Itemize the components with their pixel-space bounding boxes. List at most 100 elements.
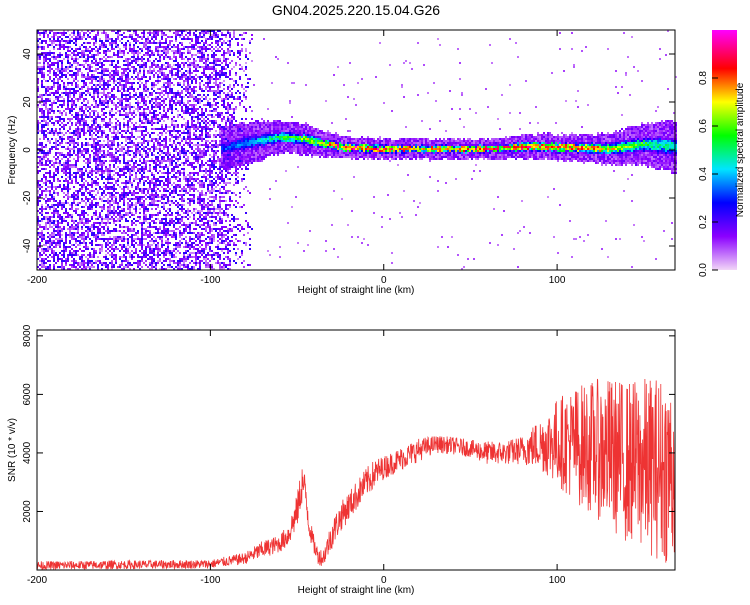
spectrogram-cell	[173, 78, 175, 80]
spectrogram-cell	[63, 170, 65, 172]
spectrogram-cell	[65, 42, 67, 44]
spectrogram-cell	[59, 76, 61, 78]
spectrogram-cell	[119, 266, 121, 268]
spectrogram-cell	[125, 58, 127, 60]
spectrogram-cell	[85, 222, 87, 224]
spectrogram-cell	[105, 186, 107, 188]
spectrogram-cell	[57, 90, 59, 92]
spectrogram-cell	[67, 192, 69, 194]
spectrogram-cell	[65, 36, 67, 38]
spectrogram-cell	[177, 246, 179, 248]
spectrogram-cell	[37, 30, 39, 32]
spectrogram-cell	[101, 188, 103, 190]
spectrogram-cell	[93, 74, 95, 76]
spectrogram-cell	[165, 178, 167, 180]
spectrogram-cell	[49, 88, 51, 90]
spectrogram-cell	[63, 34, 65, 36]
spectrogram-cell	[59, 70, 61, 72]
spectrogram-cell	[163, 114, 165, 116]
spectrogram-cell	[149, 72, 151, 74]
spectrogram-cell	[159, 68, 161, 70]
spectrogram-cell	[83, 266, 85, 268]
spectrogram-cell	[93, 56, 95, 58]
spectrogram-cell	[75, 38, 77, 40]
spectrogram-cell	[111, 56, 113, 58]
spectrogram-cell	[65, 262, 67, 264]
spectrogram-cell	[43, 100, 45, 102]
spectrogram-cell	[83, 212, 85, 214]
spectrogram-cell	[67, 166, 69, 168]
spectrogram-cell	[63, 252, 65, 254]
spectrogram-cell	[111, 70, 113, 72]
spectrogram-cell	[131, 158, 133, 160]
spectrogram-cell	[51, 116, 53, 118]
spectrogram-cell	[185, 124, 187, 126]
spectrogram-cell	[95, 162, 97, 164]
spectrogram-cell	[145, 128, 147, 130]
spectrogram-cell	[71, 66, 73, 68]
spectrogram-cell	[123, 50, 125, 52]
spectrogram-cell	[51, 118, 53, 120]
spectrogram-cell	[163, 232, 165, 234]
spectrogram-cell	[131, 222, 133, 224]
spectrogram-cell	[153, 258, 155, 260]
spectrogram-cell	[131, 182, 133, 184]
spectrogram-cell	[157, 246, 159, 248]
spectrogram-cell	[171, 250, 173, 252]
spectrogram-cell	[181, 98, 183, 100]
spectrogram-cell	[149, 258, 151, 260]
spectrogram-cell	[85, 76, 87, 78]
spectrogram-cell	[83, 34, 85, 36]
spectrogram-cell	[119, 90, 121, 92]
spectrogram-cell	[87, 188, 89, 190]
spectrogram-cell	[147, 210, 149, 212]
spectrogram-cell	[47, 62, 49, 64]
spectrogram-cell	[47, 198, 49, 200]
spectrogram-cell	[41, 194, 43, 196]
spectrogram-cell	[81, 242, 83, 244]
spectrogram-cell	[59, 138, 61, 140]
spectrogram-cell	[63, 40, 65, 42]
spectrogram-cell	[71, 100, 73, 102]
spectrogram-cell	[89, 268, 91, 270]
spectrogram-cell	[179, 114, 181, 116]
spectrogram-cell	[77, 48, 79, 50]
spectrogram-cell	[127, 88, 129, 90]
spectrogram-cell	[139, 124, 141, 126]
spectrogram-cell	[45, 248, 47, 250]
spectrogram-cell	[61, 54, 63, 56]
spectrogram-cell	[45, 134, 47, 136]
spectrogram-cell	[111, 126, 113, 128]
spectrogram-cell	[131, 142, 133, 144]
spectrogram-cell	[71, 140, 73, 142]
spectrogram-cell	[153, 204, 155, 206]
spectrogram-cell	[45, 212, 47, 214]
spectrogram-cell	[117, 236, 119, 238]
spectrogram-cell	[95, 76, 97, 78]
spectrogram-cell	[75, 84, 77, 86]
spectrogram-cell	[155, 180, 157, 182]
spectrogram-cell	[143, 44, 145, 46]
spectrogram-cell	[143, 90, 145, 92]
spectrogram-cell	[173, 96, 175, 98]
spectrogram-cell	[93, 158, 95, 160]
spectrogram-cell	[129, 30, 131, 32]
spectrogram-cell	[187, 244, 189, 246]
spectrogram-cell	[45, 164, 47, 166]
spectrogram-cell	[147, 222, 149, 224]
spectrogram-cell	[73, 192, 75, 194]
spectrogram-cell	[59, 128, 61, 130]
spectrogram-cell	[83, 156, 85, 158]
spectrogram-cell	[103, 186, 105, 188]
spectrogram-cell	[129, 142, 131, 144]
spectrogram-cell	[67, 158, 69, 160]
spectrogram-cell	[61, 38, 63, 40]
spectrogram-cell	[171, 256, 173, 258]
spectrogram-cell	[147, 48, 149, 50]
spectrogram-cell	[101, 160, 103, 162]
spectrogram-cell	[123, 64, 125, 66]
spectrogram-cell	[177, 212, 179, 214]
spectrogram-cell	[157, 122, 159, 124]
spectrogram-cell	[89, 50, 91, 52]
spectrogram-cell	[61, 262, 63, 264]
